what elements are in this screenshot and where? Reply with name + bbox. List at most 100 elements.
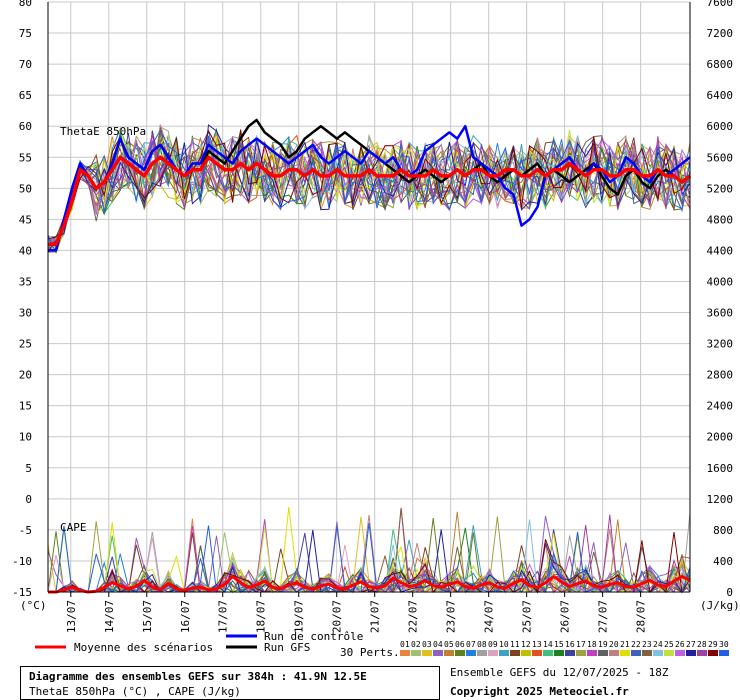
left-unit-label: (°C) xyxy=(20,599,47,612)
highlight-series xyxy=(48,118,692,594)
member-color-swatch xyxy=(587,650,597,656)
left-tick-label: 70 xyxy=(19,58,32,71)
right-tick-label: 2800 xyxy=(707,369,734,382)
member-color-swatch xyxy=(444,650,454,656)
member-number-label: 26 xyxy=(675,640,685,649)
run-info: Ensemble GEFS du 12/07/2025 - 18Z xyxy=(450,666,669,679)
member-number-label: 08 xyxy=(477,640,487,649)
member-number-label: 10 xyxy=(499,640,509,649)
date-label: 21/07 xyxy=(369,600,382,633)
left-tick-label: 75 xyxy=(19,27,32,40)
member-color-swatch xyxy=(433,650,443,656)
member-number-label: 09 xyxy=(488,640,498,649)
left-tick-label: 30 xyxy=(19,307,32,320)
member-color-swatch xyxy=(499,650,509,656)
left-tick-label: 15 xyxy=(19,400,32,413)
legend: Moyenne des scénarios Run de contrôleRun … xyxy=(35,630,729,659)
member-number-label: 23 xyxy=(642,640,652,649)
member-number-label: 13 xyxy=(532,640,542,649)
right-tick-label: 4800 xyxy=(707,213,734,226)
gfs-legend-label: Run GFS xyxy=(264,641,310,654)
date-label: 24/07 xyxy=(483,600,496,633)
member-number-label: 01 xyxy=(400,640,410,649)
member-color-swatch xyxy=(708,650,718,656)
right-tick-label: 4000 xyxy=(707,275,734,288)
member-color-swatch xyxy=(675,650,685,656)
member-number-label: 24 xyxy=(653,640,663,649)
date-label: 26/07 xyxy=(559,600,572,633)
member-number-label: 30 xyxy=(719,640,729,649)
cape-panel-label: CAPE xyxy=(60,521,87,534)
member-color-swatch xyxy=(642,650,652,656)
right-tick-label: 6400 xyxy=(707,89,734,102)
date-label: 13/07 xyxy=(65,600,78,633)
date-label: 25/07 xyxy=(521,600,534,633)
left-tick-label: 80 xyxy=(19,0,32,9)
member-color-swatch xyxy=(554,650,564,656)
right-tick-label: 2000 xyxy=(707,431,734,444)
date-label: 22/07 xyxy=(407,600,420,633)
left-tick-label: 60 xyxy=(19,120,32,133)
member-color-swatch xyxy=(576,650,586,656)
member-series xyxy=(47,124,691,594)
member-number-label: 17 xyxy=(576,640,586,649)
member-number-label: 11 xyxy=(510,640,520,649)
member-color-swatch xyxy=(510,650,520,656)
thetae-panel-label: ThetaE 850hPa xyxy=(60,125,146,138)
grid xyxy=(48,1,690,593)
member-color-swatch xyxy=(532,650,542,656)
right-tick-label: 1200 xyxy=(707,493,734,506)
right-tick-label: 7200 xyxy=(707,27,734,40)
control-legend-label: Run de contrôle xyxy=(264,630,363,643)
mean-cape-line xyxy=(48,575,691,594)
member-color-swatch xyxy=(565,650,575,656)
member-number-label: 25 xyxy=(664,640,674,649)
member-color-swatch xyxy=(653,650,663,656)
left-tick-label: 45 xyxy=(19,213,32,226)
member-color-swatch xyxy=(488,650,498,656)
left-tick-label: 25 xyxy=(19,338,32,351)
member-number-label: 27 xyxy=(686,640,696,649)
right-tick-label: 800 xyxy=(713,524,733,537)
left-tick-label: 65 xyxy=(19,89,32,102)
member-color-swatch xyxy=(686,650,696,656)
member-thetae-line xyxy=(47,135,691,249)
date-label: 15/07 xyxy=(141,600,154,633)
footer-subtitle: ThetaE 850hPa (°C) , CAPE (J/kg) xyxy=(29,685,241,698)
left-tick-label: 0 xyxy=(25,493,32,506)
member-number-label: 18 xyxy=(587,640,597,649)
mean-legend-label: Moyenne des scénarios xyxy=(74,641,213,654)
right-tick-label: 1600 xyxy=(707,462,734,475)
left-tick-label: 40 xyxy=(19,244,32,257)
right-tick-label: 4400 xyxy=(707,244,734,257)
member-number-label: 28 xyxy=(697,640,707,649)
member-number-label: 04 xyxy=(433,640,443,649)
left-tick-label: 20 xyxy=(19,369,32,382)
left-tick-label: 35 xyxy=(19,275,32,288)
member-number-label: 19 xyxy=(598,640,608,649)
member-color-swatch xyxy=(719,650,729,656)
left-tick-label: -10 xyxy=(12,555,32,568)
member-color-swatch xyxy=(400,650,410,656)
title-box: Diagramme des ensembles GEFS sur 384h : … xyxy=(20,666,440,700)
member-color-swatch xyxy=(422,650,432,656)
axes xyxy=(47,2,691,597)
date-label: 18/07 xyxy=(255,600,268,633)
member-thetae-line xyxy=(47,129,691,240)
right-tick-label: 0 xyxy=(726,586,733,599)
member-color-swatch xyxy=(697,650,707,656)
date-label: 14/07 xyxy=(103,600,116,633)
perts-legend-label: 30 Perts. xyxy=(340,646,400,659)
member-number-label: 02 xyxy=(411,640,421,649)
date-label: 23/07 xyxy=(445,600,458,633)
member-number-label: 29 xyxy=(708,640,718,649)
member-number-label: 03 xyxy=(422,640,432,649)
member-color-swatch xyxy=(455,650,465,656)
member-color-swatch xyxy=(411,650,421,656)
left-tick-label: 5 xyxy=(25,462,32,475)
right-tick-label: 2400 xyxy=(707,400,734,413)
member-color-swatch xyxy=(609,650,619,656)
date-label: 20/07 xyxy=(331,600,344,633)
member-thetae-line xyxy=(47,129,691,254)
